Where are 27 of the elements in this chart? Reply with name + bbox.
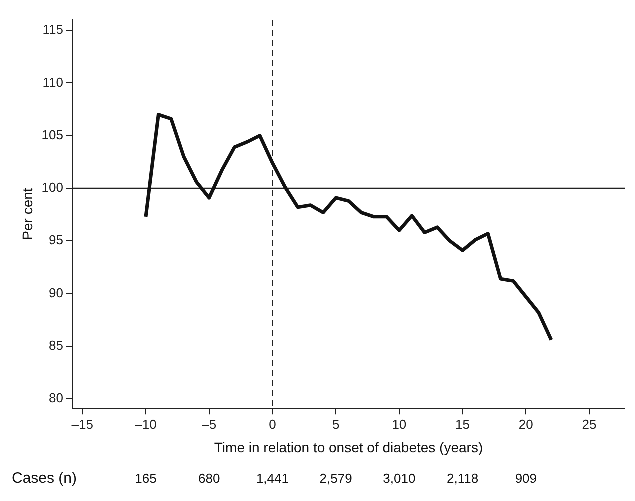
y-tick-label: 85	[49, 338, 64, 354]
x-tick-label: 25	[582, 416, 597, 432]
x-tick-label: –10	[135, 416, 157, 432]
x-axis-title: Time in relation to onset of diabetes (years)	[214, 439, 484, 456]
y-tick-label: 110	[42, 74, 64, 90]
text: Cases (n)	[12, 470, 78, 487]
y-tick-label: 80	[49, 390, 64, 406]
text: 2,579	[320, 471, 352, 486]
y-tick-label: 115	[42, 22, 64, 38]
x-tick-label: –5	[202, 416, 217, 432]
y-tick-label: 105	[42, 127, 64, 142]
x-tick-label: 15	[456, 416, 470, 432]
x-tick-label: 5	[332, 416, 340, 432]
y-axis-title: Per cent	[19, 188, 36, 240]
y-tick-label: 90	[49, 285, 64, 300]
x-tick-label: –15	[72, 416, 94, 432]
text: 1,441	[256, 471, 289, 486]
text: 165	[135, 471, 157, 486]
text: 2,118	[447, 471, 479, 486]
y-tick-label: 95	[49, 232, 64, 248]
x-tick-label: 10	[392, 416, 407, 432]
text: 680	[198, 471, 220, 486]
x-tick-label: 20	[518, 416, 534, 432]
text: 909	[515, 471, 538, 486]
x-tick-label: 0	[269, 416, 276, 432]
y-tick-label: 100	[42, 180, 64, 196]
text: 3,010	[383, 471, 416, 486]
